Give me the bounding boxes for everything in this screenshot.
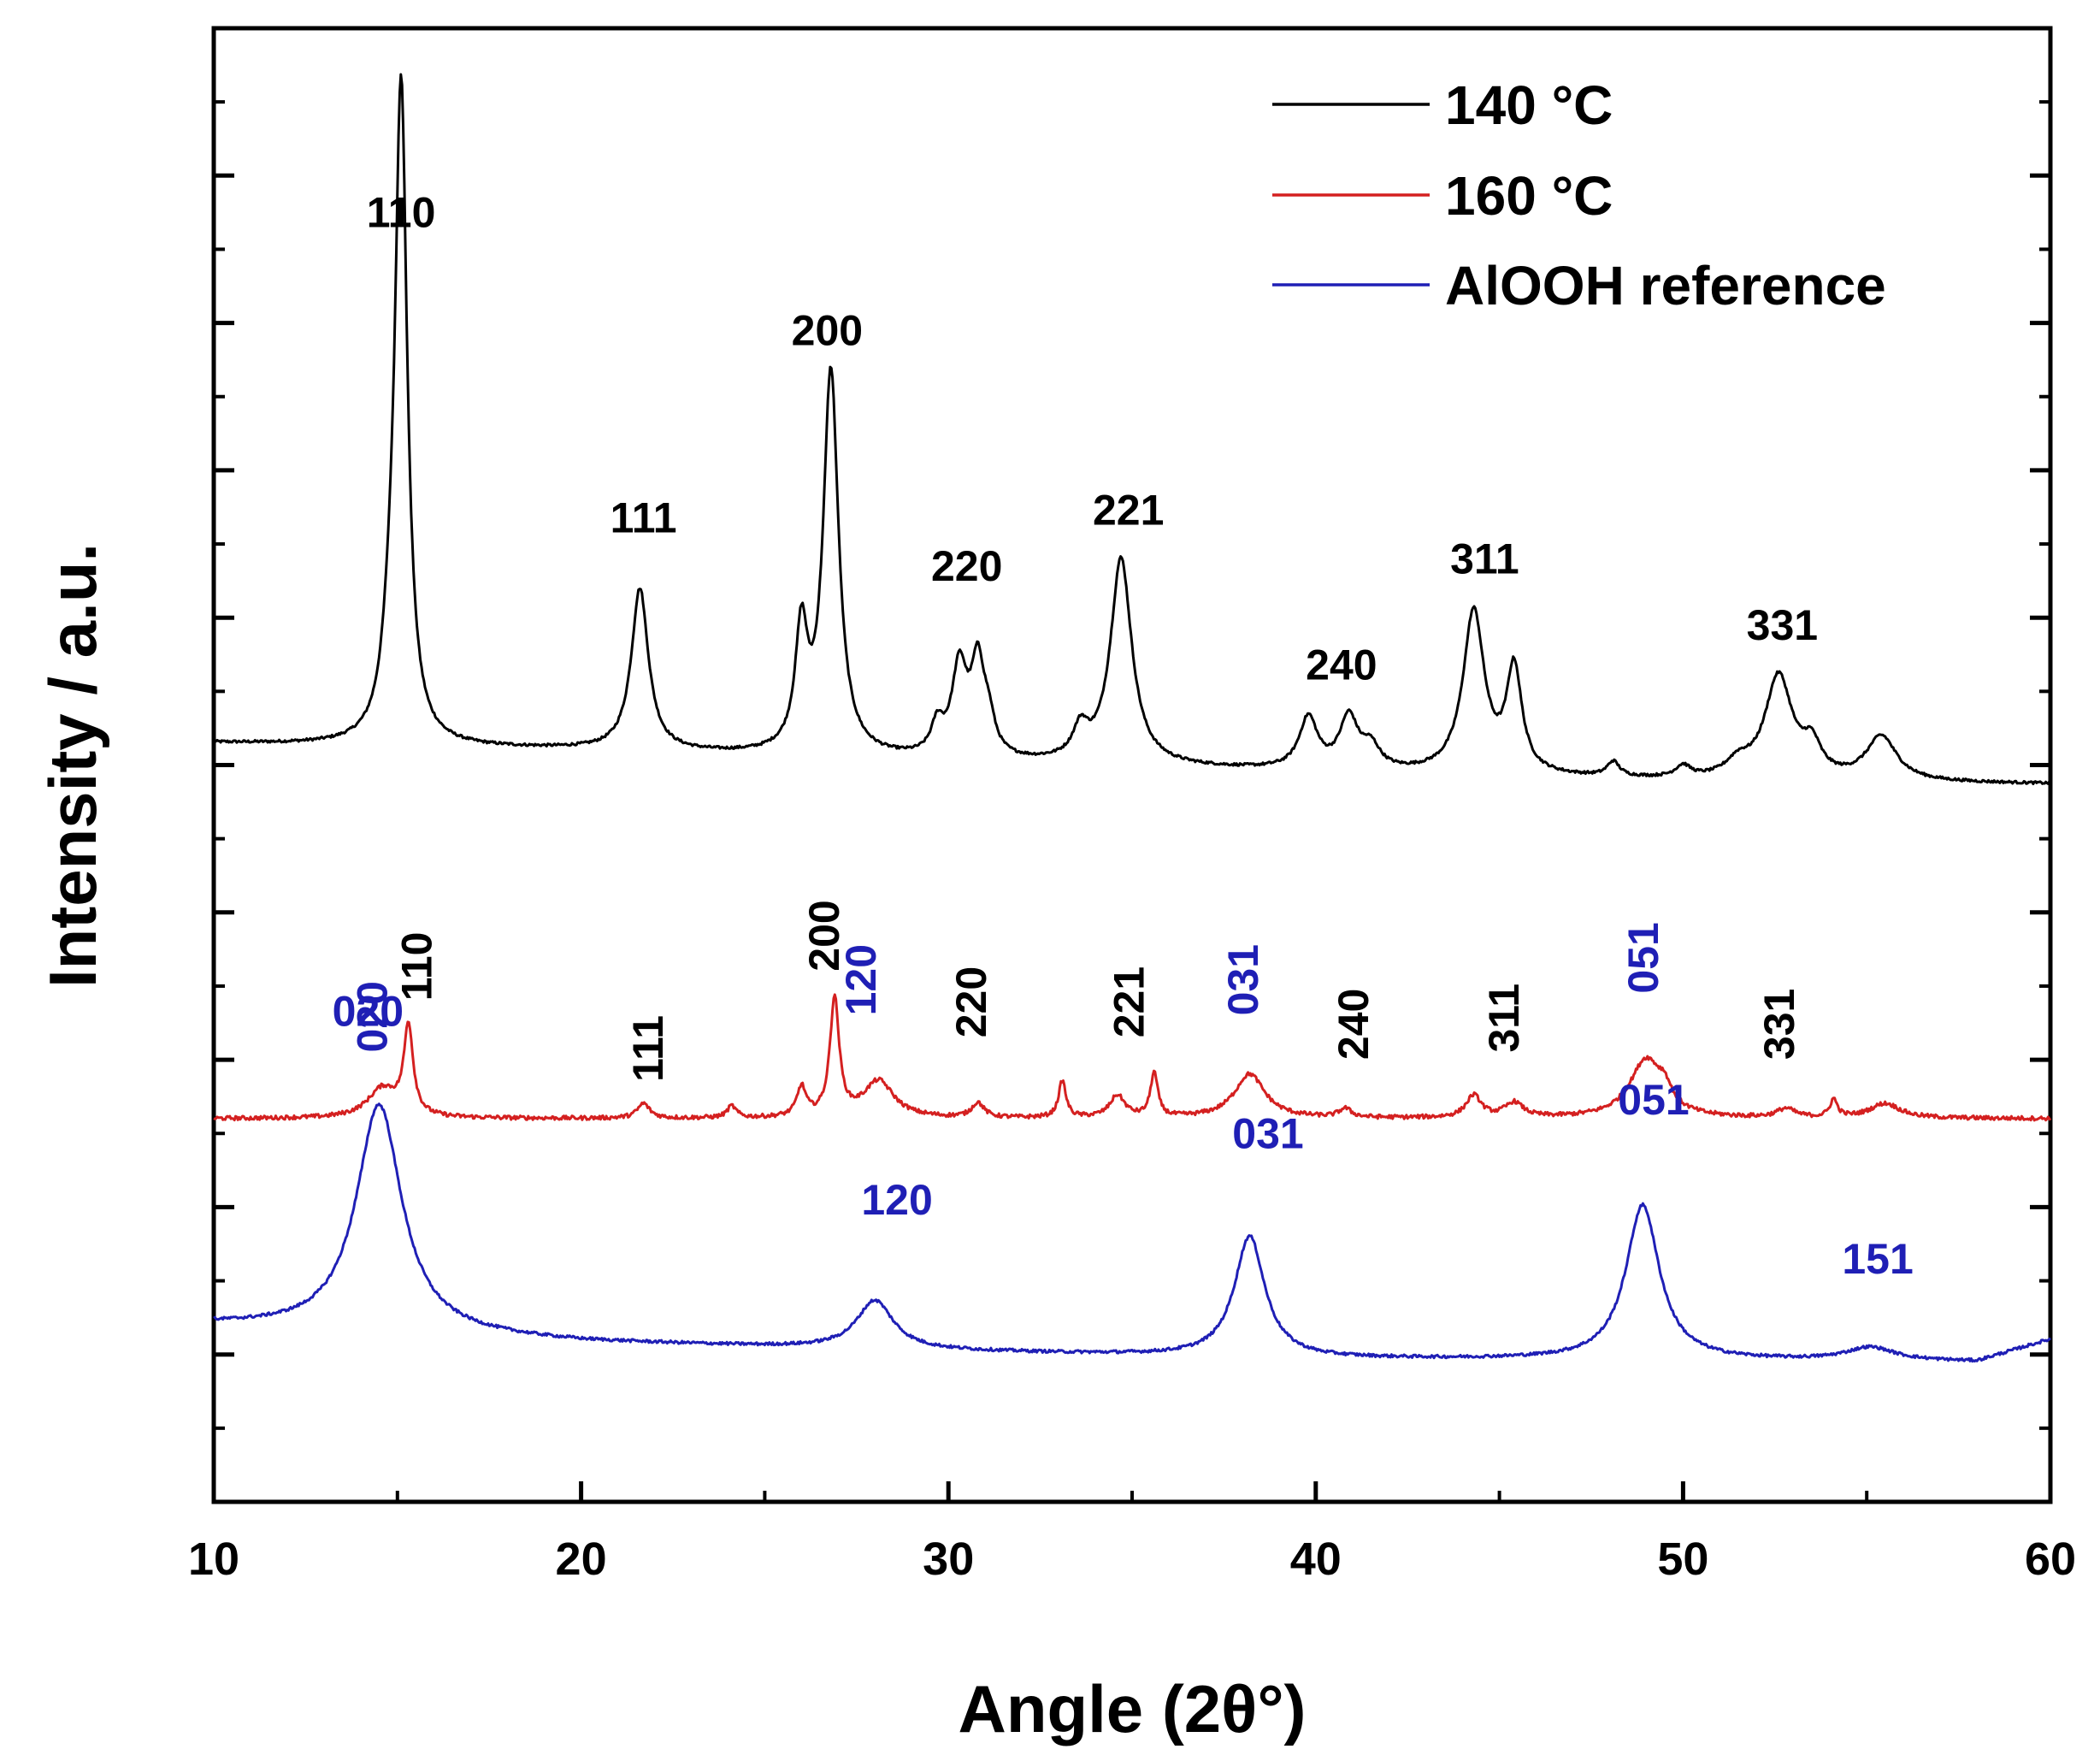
x-axis-ticks: 10 20 30 40 50 60 [188, 1481, 2076, 1585]
peak-label-331: 331 [1755, 989, 1803, 1060]
peak-label-311: 311 [1450, 535, 1519, 583]
x-tick-label: 60 [2025, 1533, 2076, 1585]
peak-label-151: 151 [1842, 1235, 1913, 1283]
series-line-140-c [213, 73, 2051, 786]
x-tick-label: 30 [923, 1533, 974, 1585]
peak-label-031: 031 [1219, 944, 1267, 1015]
y-axis-ticks [214, 26, 2050, 1504]
peak-label-311: 311 [1480, 984, 1528, 1053]
y-axis-title: Intensity / a.u. [35, 543, 110, 988]
x-tick-label: 10 [188, 1533, 239, 1585]
plot-frame [211, 26, 2053, 1504]
legend-label-alooh-reference: AlOOH reference [1445, 255, 1886, 316]
x-tick-label: 50 [1657, 1533, 1708, 1585]
peak-label-020: 020 [349, 981, 397, 1052]
peak-label-120: 120 [837, 944, 885, 1015]
peak-label-220: 220 [931, 542, 1002, 590]
peak-label-200: 200 [792, 306, 863, 354]
peak-label-240: 240 [1330, 989, 1377, 1060]
peak-label-221: 221 [1106, 966, 1153, 1037]
plot-area-border [211, 26, 2053, 1504]
peak-label-331: 331 [1747, 601, 1818, 649]
series-line-alooh-reference [213, 1102, 2051, 1363]
peak-label-220: 220 [947, 966, 995, 1037]
series-layer [213, 73, 2052, 1363]
x-tick-label: 20 [556, 1533, 607, 1585]
peak-label-110: 110 [392, 932, 440, 1002]
peak-label-221: 221 [1093, 487, 1164, 535]
peak-label-200: 200 [800, 900, 848, 971]
legend-label-160c: 160 °C [1445, 165, 1613, 227]
peak-label-120: 120 [861, 1176, 932, 1224]
peak-label-051: 051 [1618, 1076, 1689, 1124]
peak-label-020: 020 [333, 988, 404, 1036]
series-line-160-c [213, 993, 2052, 1122]
peak-label-110: 110 [367, 189, 436, 237]
x-axis-title: Angle (2θ°) [958, 1671, 1306, 1746]
peak-label-111: 111 [624, 1015, 672, 1082]
legend-label-140c: 140 °C [1445, 74, 1613, 136]
peak-label-031: 031 [1232, 1110, 1303, 1158]
legend: 140 °C 160 °C AlOOH reference [1272, 74, 1886, 316]
peak-label-051: 051 [1619, 922, 1667, 993]
x-tick-label: 40 [1290, 1533, 1342, 1585]
peak-label-111: 111 [611, 493, 677, 541]
peak-label-240: 240 [1306, 641, 1377, 689]
